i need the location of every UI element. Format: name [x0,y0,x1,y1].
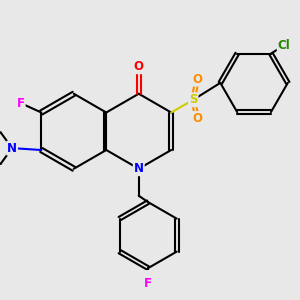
Text: S: S [189,93,198,106]
Text: F: F [144,278,152,290]
Text: O: O [192,73,202,85]
Text: F: F [17,97,25,110]
Text: Cl: Cl [278,39,290,52]
Text: N: N [7,142,17,154]
Text: O: O [192,112,202,125]
Text: O: O [134,60,144,73]
Text: N: N [134,162,144,175]
